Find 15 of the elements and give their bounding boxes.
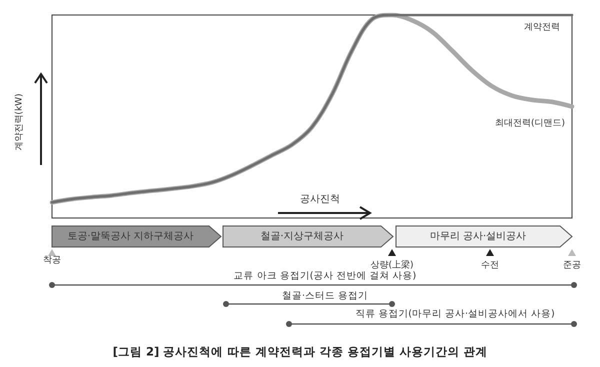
text: 마무리 공사·설비공사 (430, 230, 526, 242)
x-axis-title: 공사진척 (300, 194, 340, 205)
text: 철골·지상구체공사 (260, 230, 344, 242)
text: 상량(上梁) (370, 260, 414, 270)
text: 교류 아크 용접기(공사 전반에 걸쳐 사용) (234, 270, 416, 282)
text: [그림 2] 공사진척에 따른 계약전력과 각종 용접기별 사용기간의 관계 (112, 344, 488, 358)
series-label: 최대전력(디맨드) (494, 118, 566, 128)
text: 철골·스터드 용접기 (282, 290, 368, 302)
text: 토공·말뚝공사 지하구체공사 (67, 230, 194, 242)
text: 수전 (481, 260, 499, 270)
text: 직류 용접기(마무리 공사·설비공사에서 사용) (355, 308, 555, 320)
y-axis-title: 계약전력(kW) (14, 93, 24, 151)
text: 준공 (563, 260, 581, 270)
text: 착공 (43, 256, 61, 266)
series-label: 계약전력 (524, 22, 560, 32)
